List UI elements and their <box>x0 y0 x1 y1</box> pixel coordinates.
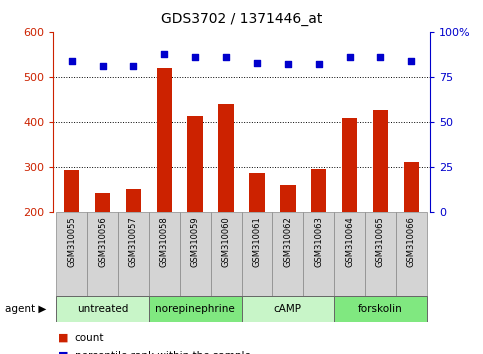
Text: GSM310057: GSM310057 <box>129 217 138 267</box>
Bar <box>211 212 242 296</box>
Text: GSM310058: GSM310058 <box>160 217 169 267</box>
Text: GSM310056: GSM310056 <box>98 217 107 267</box>
Text: ■: ■ <box>58 351 69 354</box>
Text: agent ▶: agent ▶ <box>5 304 46 314</box>
Text: GSM310055: GSM310055 <box>67 217 76 267</box>
Bar <box>365 212 396 296</box>
Bar <box>272 212 303 296</box>
Bar <box>311 169 327 212</box>
Bar <box>249 173 265 212</box>
Bar <box>342 118 357 212</box>
Text: norepinephrine: norepinephrine <box>156 304 235 314</box>
Point <box>191 54 199 60</box>
Text: ■: ■ <box>58 333 69 343</box>
Text: GSM310061: GSM310061 <box>253 217 261 267</box>
Bar <box>218 104 234 212</box>
Bar <box>334 296 427 322</box>
Point <box>68 58 75 64</box>
Text: forskolin: forskolin <box>358 304 403 314</box>
Point <box>377 54 384 60</box>
Bar <box>126 189 141 212</box>
Bar <box>56 212 87 296</box>
Bar <box>180 212 211 296</box>
Point <box>160 51 168 56</box>
Text: GSM310063: GSM310063 <box>314 217 323 267</box>
Bar <box>280 185 296 212</box>
Bar <box>118 212 149 296</box>
Point <box>284 62 292 67</box>
Bar <box>187 116 203 212</box>
Point <box>129 63 137 69</box>
Text: GSM310066: GSM310066 <box>407 217 416 267</box>
Text: GDS3702 / 1371446_at: GDS3702 / 1371446_at <box>161 12 322 27</box>
Bar <box>404 162 419 212</box>
Bar <box>396 212 427 296</box>
Text: untreated: untreated <box>77 304 128 314</box>
Point <box>315 62 323 67</box>
Text: percentile rank within the sample: percentile rank within the sample <box>75 351 251 354</box>
Text: GSM310065: GSM310065 <box>376 217 385 267</box>
Text: count: count <box>75 333 104 343</box>
Text: GSM310060: GSM310060 <box>222 217 230 267</box>
Bar <box>334 212 365 296</box>
Text: GSM310059: GSM310059 <box>191 217 199 267</box>
Bar <box>56 296 149 322</box>
Point <box>408 58 415 64</box>
Text: cAMP: cAMP <box>274 304 302 314</box>
Point <box>253 60 261 65</box>
Bar <box>303 212 334 296</box>
Text: GSM310062: GSM310062 <box>284 217 292 267</box>
Point <box>222 54 230 60</box>
Point <box>99 63 106 69</box>
Bar <box>64 170 79 212</box>
Bar <box>149 296 242 322</box>
Bar <box>87 212 118 296</box>
Bar <box>242 212 272 296</box>
Point <box>346 54 354 60</box>
Bar <box>149 212 180 296</box>
Bar <box>242 296 334 322</box>
Bar <box>95 193 110 212</box>
Text: GSM310064: GSM310064 <box>345 217 354 267</box>
Bar <box>156 68 172 212</box>
Bar <box>373 110 388 212</box>
